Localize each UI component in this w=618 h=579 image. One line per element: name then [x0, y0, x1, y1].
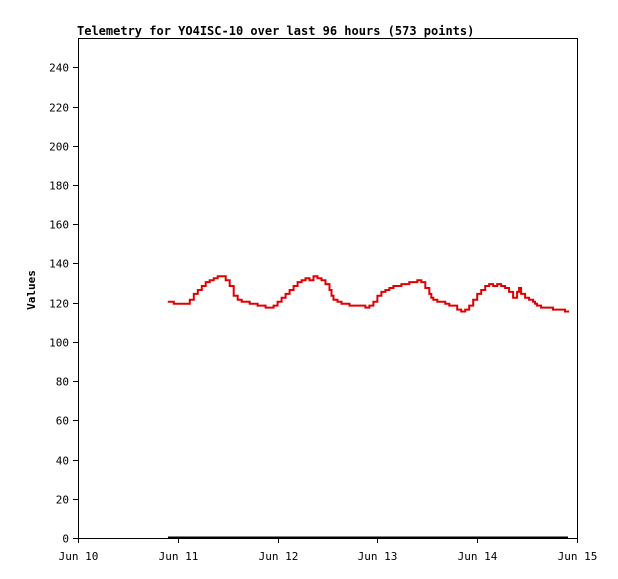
y-tick-label: 40 [56, 455, 69, 468]
x-tick-label: Jun 10 [59, 550, 99, 563]
y-tick-label: 140 [49, 258, 69, 271]
plot-frame [78, 38, 578, 539]
y-tick-label: 100 [49, 337, 69, 350]
y-tick-label: 180 [49, 180, 69, 193]
y-axis: 0 20 40 60 80 100 120 140 160 180 200 220 240 [49, 62, 78, 546]
y-tick-label: 220 [49, 102, 69, 115]
x-axis: Jun 10 Jun 11 Jun 12 Jun 13 Jun 14 Jun 15 [59, 538, 598, 563]
y-tick-label: 60 [56, 415, 69, 428]
y-tick-label: 20 [56, 494, 69, 507]
x-tick-label: Jun 12 [259, 550, 299, 563]
telemetry-series-line [167, 275, 569, 313]
x-tick-label: Jun 14 [458, 550, 498, 563]
y-axis-label: Values [25, 270, 38, 310]
x-tick-label: Jun 13 [358, 550, 398, 563]
series-layer [167, 275, 569, 313]
y-tick-label: 240 [49, 62, 69, 75]
y-tick-label: 80 [56, 376, 69, 389]
y-tick-label: 120 [49, 298, 69, 311]
y-tick-label: 160 [49, 219, 69, 232]
y-tick-label: 0 [62, 533, 69, 546]
y-tick-label: 200 [49, 141, 69, 154]
x-tick-label: Jun 15 [558, 550, 598, 563]
x-tick-label: Jun 11 [159, 550, 199, 563]
chart-title: Telemetry for YO4ISC-10 over last 96 hou… [77, 24, 474, 38]
